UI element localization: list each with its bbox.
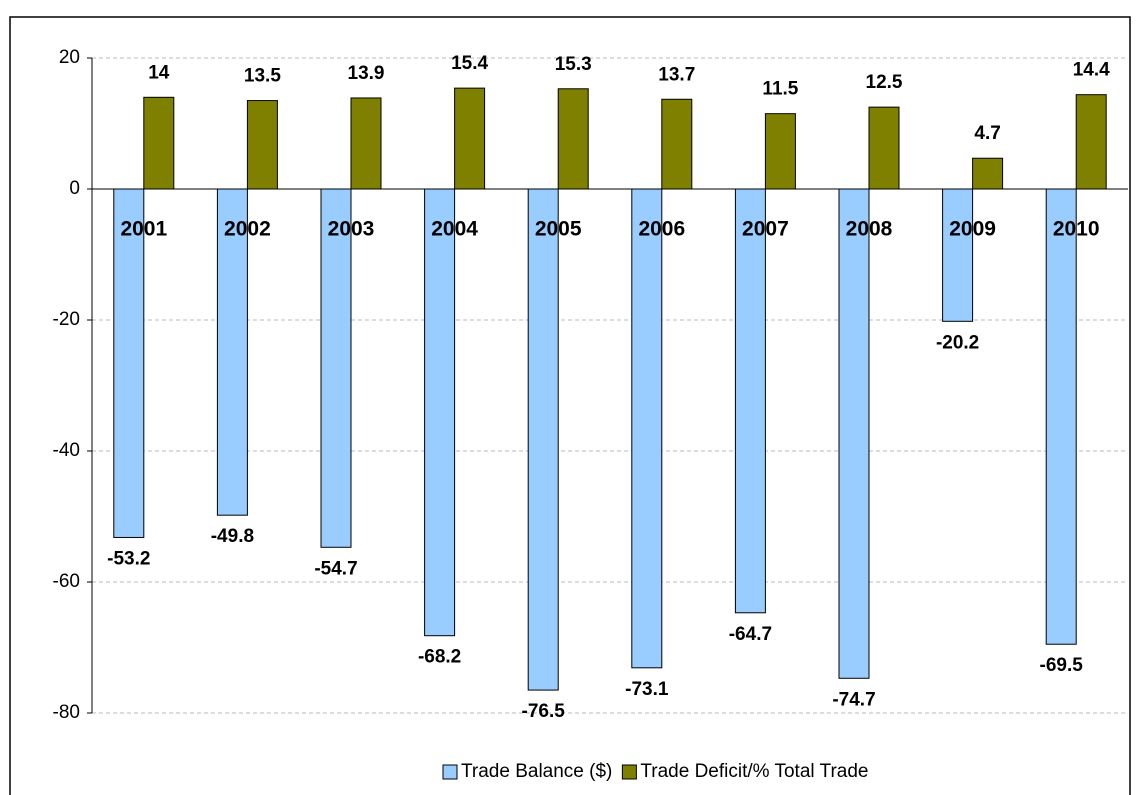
data-label: -74.7: [832, 689, 875, 710]
y-tick-label: 0: [69, 178, 80, 199]
bar: [246, 100, 278, 190]
data-label: -53.2: [107, 548, 150, 569]
x-tick-label: 2003: [328, 218, 375, 241]
bar: [1075, 94, 1107, 190]
legend-swatch: [442, 764, 458, 780]
bar: [216, 188, 248, 516]
x-tick-label: 2006: [638, 218, 685, 241]
data-label: -54.7: [314, 558, 357, 579]
bar: [838, 188, 870, 679]
x-tick-label: 2008: [846, 218, 893, 241]
legend-swatch: [621, 764, 637, 780]
bar: [972, 157, 1004, 190]
data-label: 11.5: [762, 79, 798, 100]
bar: [350, 97, 382, 190]
x-tick-label: 2002: [224, 218, 271, 241]
x-tick-label: 2005: [535, 218, 582, 241]
y-tick-label: -20: [53, 309, 80, 330]
bar: [143, 96, 175, 190]
bar: [1045, 188, 1077, 645]
bar: [454, 87, 486, 190]
y-tick-label: 20: [59, 47, 80, 68]
bar: [868, 106, 900, 190]
legend-label: Trade Deficit/% Total Trade: [640, 761, 868, 782]
data-label: -76.5: [522, 701, 566, 722]
x-tick-label: 2010: [1053, 218, 1100, 241]
bar: [734, 188, 766, 614]
data-label: 15.4: [451, 53, 488, 74]
bar: [113, 188, 145, 538]
y-tick-label: -80: [53, 702, 80, 723]
data-label: 13.7: [658, 64, 695, 85]
bar: [631, 188, 663, 669]
x-tick-label: 2009: [949, 218, 996, 241]
data-label: 13.5: [244, 66, 281, 87]
bar: [661, 98, 693, 190]
data-label: 4.7: [974, 123, 1000, 144]
data-label: -64.7: [729, 624, 772, 645]
bar: [527, 188, 559, 691]
data-label: 12.5: [866, 72, 903, 93]
data-label: -69.5: [1040, 655, 1084, 676]
data-label: -20.2: [936, 332, 979, 353]
x-tick-label: 2001: [120, 218, 167, 241]
data-label: 14.4: [1073, 60, 1110, 81]
bar: [942, 188, 974, 322]
data-label: -49.8: [211, 526, 254, 547]
bar: [764, 113, 796, 190]
data-label: -68.2: [418, 647, 461, 668]
data-label: 14: [148, 62, 170, 83]
y-tick-label: -60: [53, 571, 80, 592]
y-tick-label: -40: [53, 440, 80, 461]
data-label: -73.1: [625, 679, 669, 700]
bar: [424, 188, 456, 637]
bar: [320, 188, 352, 548]
bar: [557, 88, 589, 190]
legend-label: Trade Balance ($): [461, 761, 612, 782]
x-tick-label: 2007: [742, 218, 789, 241]
data-label: 13.9: [348, 63, 385, 84]
data-label: 15.3: [555, 54, 592, 75]
x-tick-label: 2004: [431, 218, 478, 241]
